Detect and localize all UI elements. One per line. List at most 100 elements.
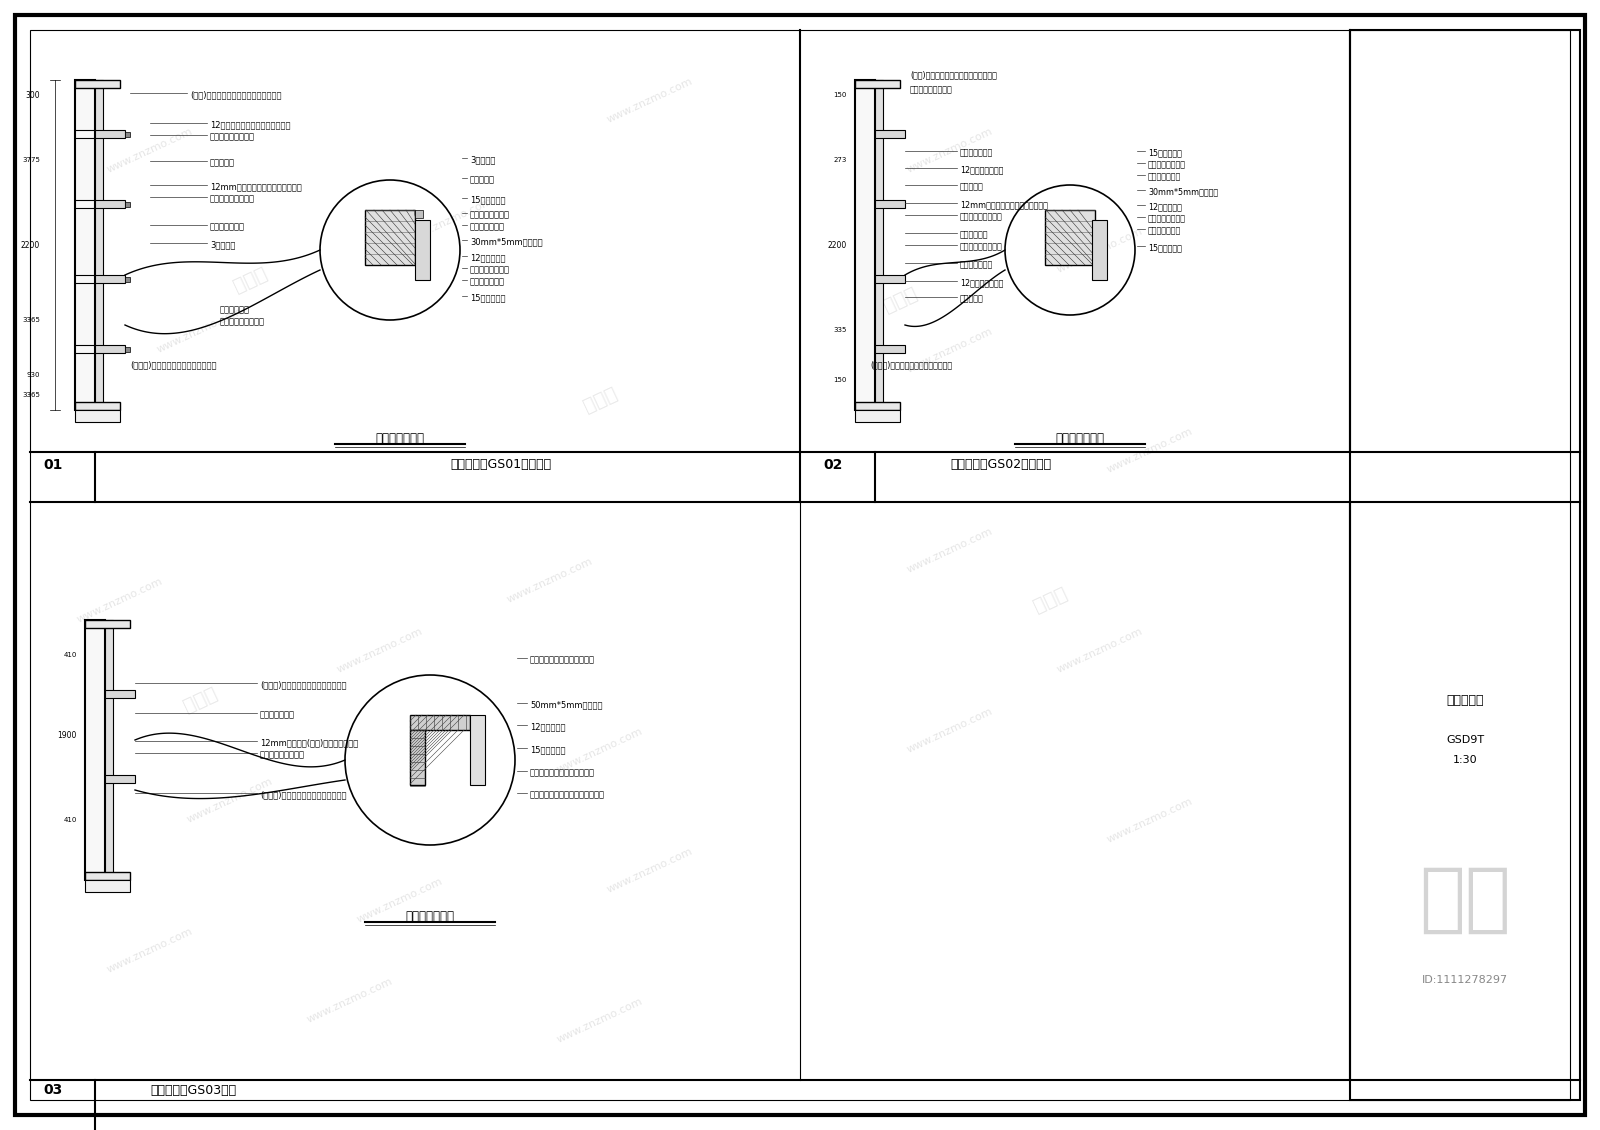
Text: (踢脚板)红橡木饰面，润朱红色漆五遍: (踢脚板)红橡木饰面，润朱红色漆五遍 <box>130 360 216 370</box>
Text: 不锈钢磨砂拉手: 不锈钢磨砂拉手 <box>210 221 245 231</box>
Text: (柜板)红橡木饰面，润硇基朱红色漆五遍: (柜板)红橡木饰面，润硇基朱红色漆五遍 <box>910 70 997 79</box>
Text: 润硇基朱红色漆五遍: 润硇基朱红色漆五遍 <box>960 242 1003 251</box>
Text: 3厘清玻璃: 3厘清玻璃 <box>470 155 496 164</box>
Text: 基朱红色漆五遍: 基朱红色漆五遍 <box>1149 226 1181 235</box>
Text: 红橡木饰面，润硇基朱红色漆五遍: 红橡木饰面，润硇基朱红色漆五遍 <box>530 790 605 799</box>
Text: 不锈钢磨砂拉手: 不锈钢磨砂拉手 <box>960 260 994 269</box>
Text: 30mm*5mm实木扁线: 30mm*5mm实木扁线 <box>1149 186 1218 195</box>
Text: 3365: 3365 <box>22 392 40 398</box>
Bar <box>470 715 485 785</box>
Bar <box>125 277 130 282</box>
Bar <box>875 345 906 353</box>
Text: 知末网: 知末网 <box>181 684 219 716</box>
Bar <box>1091 220 1107 280</box>
Bar <box>1350 31 1581 1099</box>
Text: 1900: 1900 <box>58 730 77 739</box>
Text: 红橡木饰面，润朱红色漆五遍: 红橡木饰面，润朱红色漆五遍 <box>530 768 595 777</box>
Text: 273: 273 <box>834 157 846 163</box>
Text: www.znzmo.com: www.znzmo.com <box>75 575 165 624</box>
Text: 基朱红色漆五遍: 基朱红色漆五遍 <box>470 221 506 231</box>
Text: www.znzmo.com: www.znzmo.com <box>405 195 494 244</box>
Text: 1:30: 1:30 <box>1453 755 1477 765</box>
Bar <box>94 200 125 208</box>
Text: www.znzmo.com: www.znzmo.com <box>1056 226 1144 275</box>
Text: 玻璃胶固定: 玻璃胶固定 <box>210 158 235 167</box>
Bar <box>414 210 422 218</box>
Text: 红橡木饰面，: 红橡木饰面， <box>960 231 989 240</box>
Bar <box>75 402 120 410</box>
Text: 50mm*5mm实木扁线: 50mm*5mm实木扁线 <box>530 699 603 709</box>
Text: 润硇基朱红色漆五遍: 润硇基朱红色漆五遍 <box>259 750 306 759</box>
Text: 红橡木饰面，润硇: 红橡木饰面，润硇 <box>1149 160 1186 170</box>
Text: 12厘难燃夹板: 12厘难燃夹板 <box>530 722 565 731</box>
Bar <box>94 275 125 282</box>
Text: 知末网: 知末网 <box>581 384 619 416</box>
Text: www.znzmo.com: www.znzmo.com <box>555 725 645 774</box>
Text: 高柜做法剑面图: 高柜做法剑面图 <box>376 432 424 445</box>
Text: 15厘难燃夹板: 15厘难燃夹板 <box>1149 148 1182 157</box>
Text: www.znzmo.com: www.znzmo.com <box>605 845 694 894</box>
Text: www.znzmo.com: www.znzmo.com <box>306 975 395 1024</box>
Bar <box>410 715 470 730</box>
Bar <box>75 80 120 88</box>
Bar <box>85 620 130 628</box>
Text: 区域用途：GS02（衣柜）: 区域用途：GS02（衣柜） <box>950 459 1051 471</box>
Text: 12厘钢化玻璃层板: 12厘钢化玻璃层板 <box>960 165 1003 174</box>
Text: (踢脚板)红橡木饰面，润朱红色漆五遍: (踢脚板)红橡木饰面，润朱红色漆五遍 <box>259 790 347 799</box>
Text: 410: 410 <box>64 817 77 823</box>
Text: 01: 01 <box>43 458 62 472</box>
Text: 红橡木饰面，润朱红色漆五遍: 红橡木饰面，润朱红色漆五遍 <box>530 655 595 664</box>
Text: 335: 335 <box>834 327 846 333</box>
Text: 红橡木饰面，润硇: 红橡木饰面，润硇 <box>470 266 510 273</box>
Text: 12mm双层难燃夹板，红橡木饰面，: 12mm双层难燃夹板，红橡木饰面， <box>960 200 1048 209</box>
Text: 区域用途：GS01（高柜）: 区域用途：GS01（高柜） <box>450 459 550 471</box>
Text: 15厘难燃夹板: 15厘难燃夹板 <box>1149 243 1182 252</box>
Bar <box>410 730 426 785</box>
Text: 12厘难燃夹板: 12厘难燃夹板 <box>470 253 506 262</box>
Text: www.znzmo.com: www.znzmo.com <box>355 876 445 924</box>
Text: 玻璃胶固定: 玻璃胶固定 <box>960 182 984 191</box>
Bar <box>414 225 422 233</box>
Text: www.znzmo.com: www.znzmo.com <box>506 556 595 605</box>
Text: 基朱红色漆五遍: 基朱红色漆五遍 <box>470 277 506 286</box>
Bar <box>75 410 120 421</box>
Text: 不锈钢磨砂拉手: 不锈钢磨砂拉手 <box>259 710 294 719</box>
Text: 3775: 3775 <box>22 157 40 163</box>
Text: ID:1111278297: ID:1111278297 <box>1422 975 1509 985</box>
Bar <box>1045 210 1094 266</box>
Bar <box>875 200 906 208</box>
Text: 3365: 3365 <box>22 318 40 323</box>
Text: 红橡木饰面，: 红橡木饰面， <box>221 305 250 314</box>
Text: www.znzmo.com: www.znzmo.com <box>906 125 995 174</box>
Text: 02: 02 <box>824 458 843 472</box>
Bar <box>85 872 130 880</box>
Bar <box>875 130 906 138</box>
Bar <box>414 220 430 280</box>
Bar <box>106 690 134 698</box>
Text: (档板)红橡木饰面，润硇基朱红色漆五遍: (档板)红橡木饰面，润硇基朱红色漆五遍 <box>190 90 282 99</box>
Text: 知末网: 知末网 <box>1030 584 1070 616</box>
Text: 润硇基朱红色漆五遍: 润硇基朱红色漆五遍 <box>221 318 266 325</box>
Text: GSD9T: GSD9T <box>1446 734 1485 745</box>
Text: 300: 300 <box>26 90 40 99</box>
Text: 150: 150 <box>834 92 846 98</box>
Bar <box>854 80 875 410</box>
Text: 15厘难燃夹板: 15厘难燃夹板 <box>470 293 506 302</box>
Text: 不锈钢磨砂拉手: 不锈钢磨砂拉手 <box>960 148 994 157</box>
Bar <box>125 132 130 137</box>
Text: 12厘难燃夹板打底，红橡木饰面，: 12厘难燃夹板打底，红橡木饰面， <box>210 120 291 129</box>
Text: 高柜做法剑面图: 高柜做法剑面图 <box>1056 432 1104 445</box>
Bar <box>94 130 125 138</box>
Text: 玻璃胶固定: 玻璃胶固定 <box>470 175 494 184</box>
Text: 基朱红色漆五遍: 基朱红色漆五遍 <box>1149 172 1181 181</box>
Bar <box>94 80 102 410</box>
Text: www.znzmo.com: www.znzmo.com <box>906 525 995 574</box>
Text: 2200: 2200 <box>21 241 40 250</box>
Text: www.znzmo.com: www.znzmo.com <box>1056 626 1144 675</box>
Bar <box>365 210 414 266</box>
Text: 润硇基朱红色漆五遍: 润硇基朱红色漆五遍 <box>910 85 952 94</box>
Text: www.znzmo.com: www.znzmo.com <box>186 775 275 824</box>
Text: www.znzmo.com: www.znzmo.com <box>605 76 694 124</box>
Text: 知末网: 知末网 <box>880 284 920 316</box>
Text: 区域用途：GS03矮柜: 区域用途：GS03矮柜 <box>150 1084 237 1096</box>
